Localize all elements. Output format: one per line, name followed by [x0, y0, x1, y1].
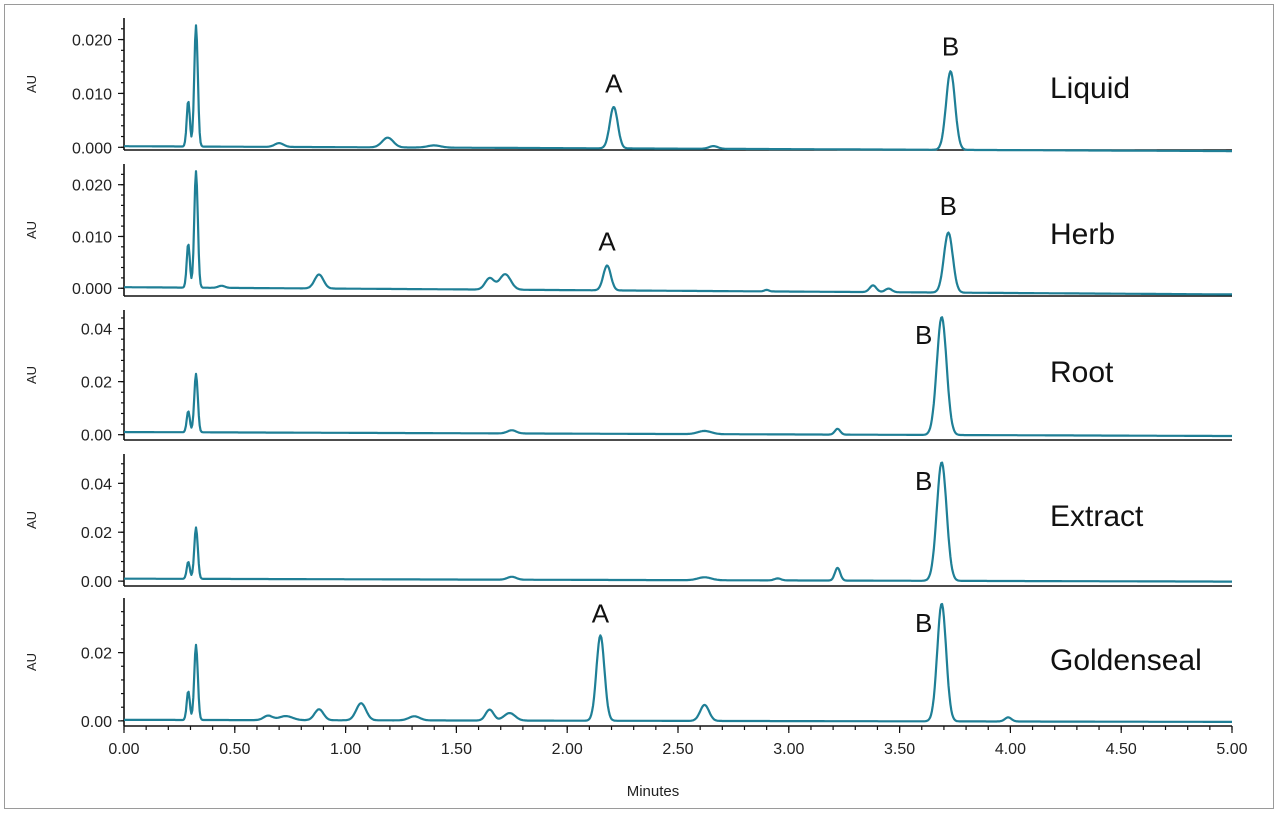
y-tick-label: 0.04 [81, 322, 112, 339]
x-tick-label: 0.00 [108, 741, 139, 758]
y-axis-title: AU [24, 221, 39, 239]
peak-label-b: B [942, 32, 959, 62]
x-tick-label: 1.00 [330, 741, 361, 758]
trace-goldenseal [123, 602, 1233, 723]
y-tick-label: 0.010 [72, 229, 112, 246]
x-tick-label: 2.50 [662, 741, 693, 758]
y-tick-label: 0.00 [81, 574, 112, 591]
y-tick-label: 0.00 [81, 428, 112, 445]
peak-label-a: A [598, 226, 616, 256]
y-axis-title: AU [24, 653, 39, 671]
trace-extract [123, 461, 1233, 583]
figure-frame [4, 4, 1274, 809]
trace-liquid [123, 24, 1233, 153]
y-tick-label: 0.020 [72, 178, 112, 195]
sample-label: Root [1050, 356, 1114, 389]
y-tick-label: 0.04 [81, 476, 112, 493]
x-tick-label: 3.50 [884, 741, 915, 758]
trace-root [123, 316, 1233, 438]
peak-label-a: A [605, 69, 623, 99]
peak-label-a: A [592, 599, 610, 629]
trace-herb [123, 170, 1233, 296]
y-tick-label: 0.02 [81, 525, 112, 542]
y-tick-label: 0.000 [72, 281, 112, 298]
x-tick-label: 1.50 [441, 741, 472, 758]
y-tick-label: 0.020 [72, 33, 112, 50]
y-tick-label: 0.02 [81, 375, 112, 392]
y-tick-label: 0.02 [81, 646, 112, 663]
y-tick-label: 0.010 [72, 86, 112, 103]
x-tick-label: 4.00 [995, 741, 1026, 758]
peak-label-b: B [940, 191, 957, 221]
peak-label-b: B [915, 608, 932, 638]
y-axis-title: AU [24, 366, 39, 384]
sample-label: Liquid [1050, 72, 1130, 105]
x-tick-label: 4.50 [1106, 741, 1137, 758]
y-axis-title: AU [24, 75, 39, 93]
sample-label: Goldenseal [1050, 644, 1202, 677]
x-tick-label: 2.00 [552, 741, 583, 758]
x-tick-label: 0.50 [219, 741, 250, 758]
x-axis-title: Minutes [627, 783, 680, 800]
peak-label-b: B [915, 320, 932, 350]
y-axis-title: AU [24, 511, 39, 529]
y-tick-label: 0.000 [72, 140, 112, 157]
x-tick-label: 3.00 [773, 741, 804, 758]
sample-label: Herb [1050, 218, 1115, 251]
x-tick-label: 5.00 [1216, 741, 1247, 758]
sample-label: Extract [1050, 500, 1144, 533]
peak-label-b: B [915, 466, 932, 496]
y-tick-label: 0.00 [81, 714, 112, 731]
